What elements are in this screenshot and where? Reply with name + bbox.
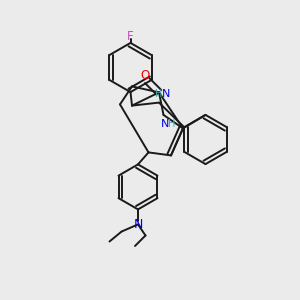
Text: H: H xyxy=(168,119,175,129)
Text: F: F xyxy=(127,30,134,43)
Text: N: N xyxy=(162,89,170,99)
Text: O: O xyxy=(140,69,150,82)
Text: N: N xyxy=(161,119,169,129)
Text: N: N xyxy=(133,218,143,231)
Text: H: H xyxy=(155,89,163,99)
